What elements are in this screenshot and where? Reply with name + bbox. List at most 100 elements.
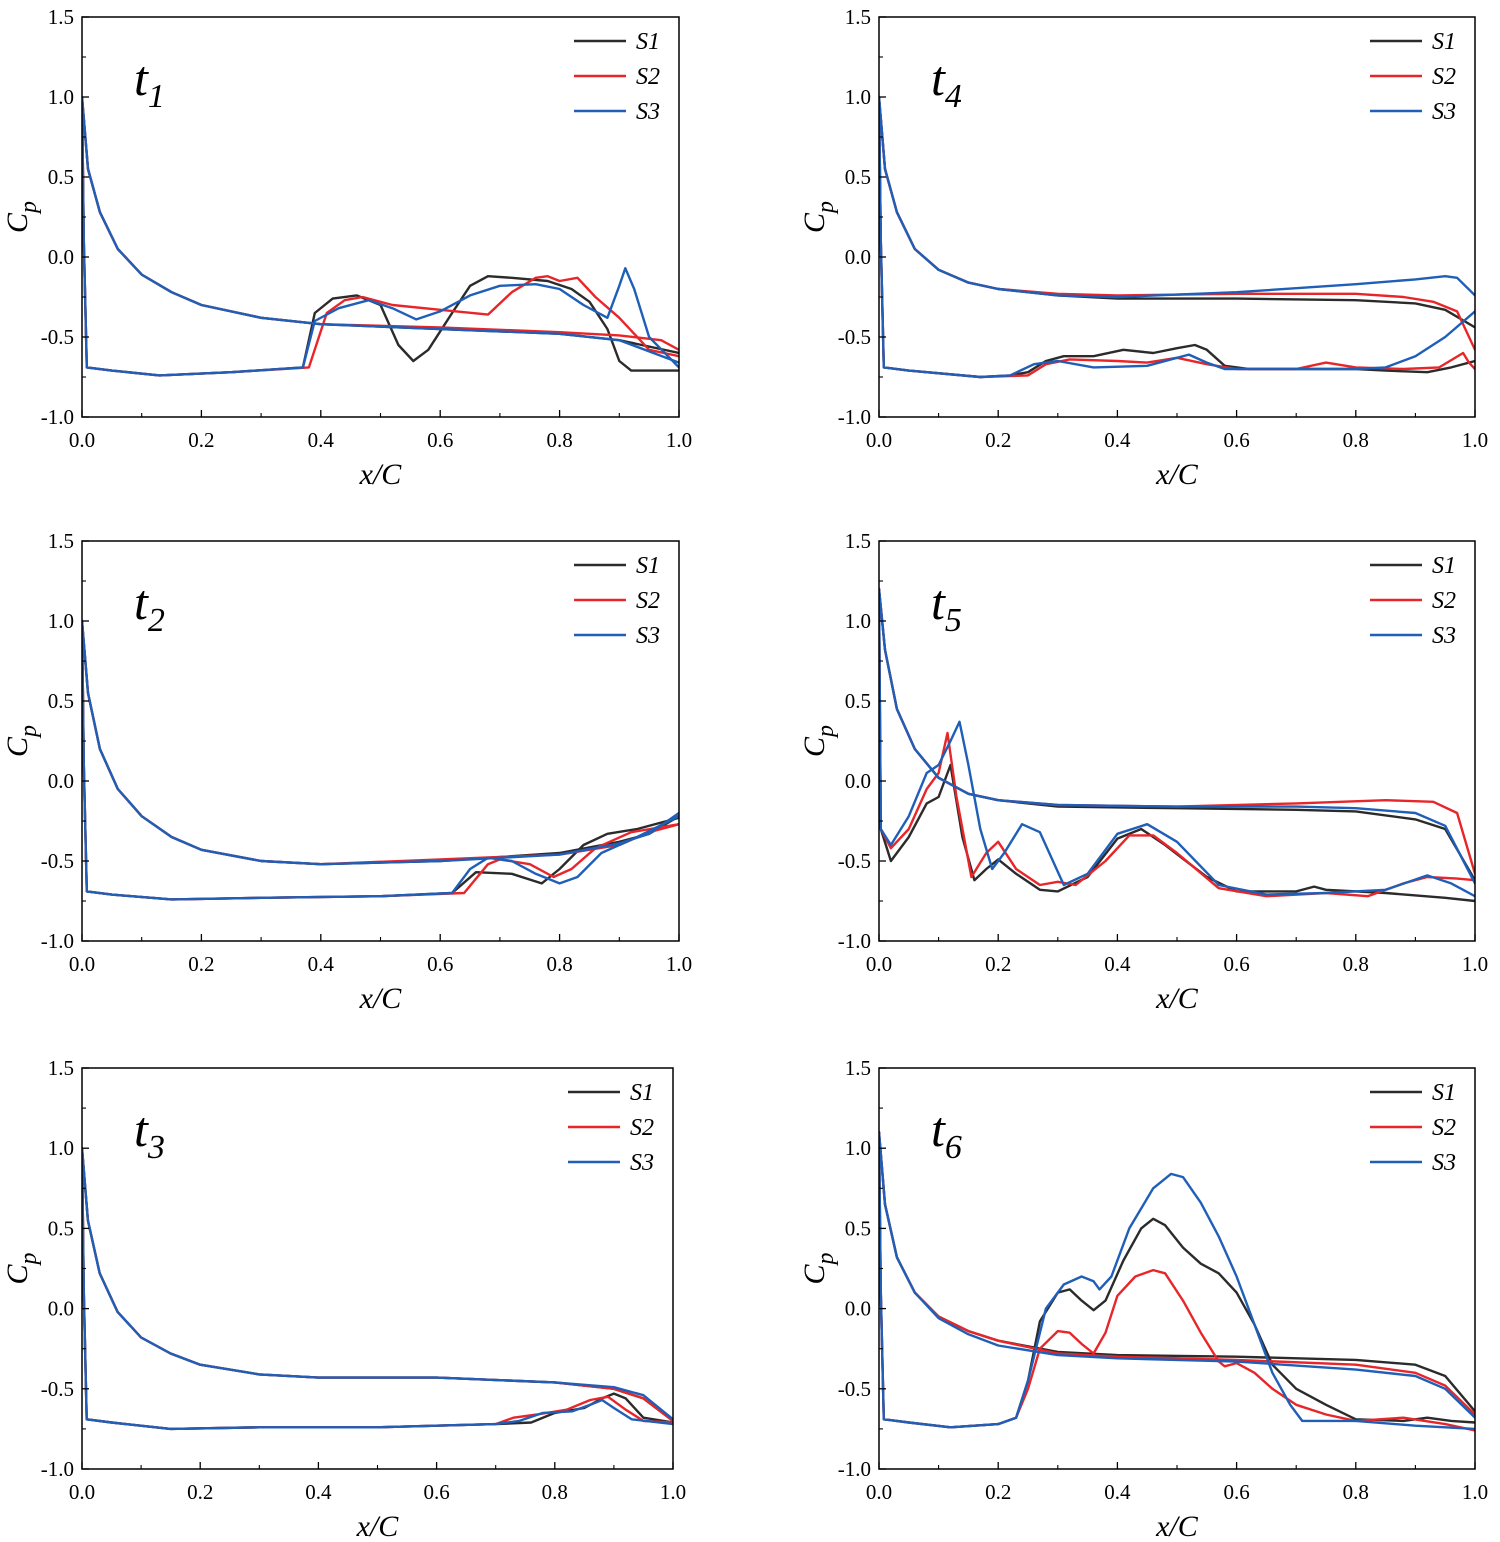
- y-tick-label: 1.5: [48, 5, 74, 29]
- x-tick-label: 0.8: [1343, 1480, 1369, 1504]
- y-tick-label: 0.0: [845, 769, 871, 793]
- y-tick-label: 0.5: [48, 1216, 74, 1240]
- y-tick-label: 0.0: [845, 245, 871, 269]
- y-tick-label: 1.0: [48, 1136, 74, 1160]
- y-tick-label: -1.0: [41, 929, 74, 953]
- x-axis-title: x/C: [359, 982, 403, 1015]
- x-tick-label: 1.0: [660, 1480, 686, 1504]
- x-tick-label: 0.0: [866, 428, 892, 452]
- x-tick-label: 0.4: [1104, 952, 1131, 976]
- panel-label: t6: [931, 1101, 962, 1166]
- series-S3-upper-line: [879, 587, 1475, 885]
- y-tick-label: 1.0: [845, 609, 871, 633]
- x-tick-label: 0.6: [1223, 428, 1249, 452]
- panel-label: t3: [134, 1101, 165, 1166]
- y-tick-label: 0.0: [48, 769, 74, 793]
- legend-label-S2: S2: [1432, 1115, 1456, 1141]
- panel-t6: 0.0 0.2 0.4 0.6 0.8 1.0 -1.0 -0.5 0.0 0.5 1.0 1.5 x/…: [798, 1056, 1488, 1542]
- series-S1-lower-line: [879, 587, 1475, 903]
- legend-label-S3: S3: [1432, 1150, 1456, 1176]
- y-tick-label: 0.5: [845, 165, 871, 189]
- legend-label-S1: S1: [636, 553, 660, 579]
- y-axis-title: Cp: [1, 201, 42, 233]
- plot-area: [82, 619, 679, 901]
- legend-label-S2: S2: [1432, 588, 1456, 614]
- series-S2-upper-line: [82, 1147, 673, 1423]
- x-tick-label: 0.8: [546, 428, 572, 452]
- x-tick-label: 0.8: [1343, 428, 1369, 452]
- y-tick-label: -0.5: [838, 1377, 871, 1401]
- panel-label: t5: [931, 574, 962, 639]
- x-axis-title: x/C: [1155, 458, 1199, 491]
- x-tick-label: 0.4: [1104, 428, 1131, 452]
- y-axis-title: Cp: [798, 1252, 839, 1284]
- plot-area: [879, 1131, 1475, 1432]
- y-axis-title: Cp: [1, 1252, 42, 1284]
- x-tick-label: 0.6: [423, 1480, 449, 1504]
- x-tick-label: 0.2: [985, 952, 1011, 976]
- x-tick-label: 0.8: [1343, 952, 1369, 976]
- x-tick-label: 1.0: [666, 952, 692, 976]
- x-tick-label: 0.8: [542, 1480, 568, 1504]
- x-tick-label: 0.4: [308, 428, 335, 452]
- legend: S1 S2 S3: [568, 1080, 654, 1176]
- plot-area: [879, 95, 1475, 379]
- x-tick-label: 0.2: [985, 1480, 1011, 1504]
- plot-area: [82, 95, 679, 377]
- y-tick-label: 0.5: [845, 1216, 871, 1240]
- panel-label: t1: [134, 50, 165, 115]
- legend-label-S3: S3: [630, 1150, 654, 1176]
- x-tick-label: 0.0: [866, 952, 892, 976]
- y-tick-label: 0.0: [48, 245, 74, 269]
- y-tick-label: 1.5: [48, 1056, 74, 1080]
- x-tick-label: 0.4: [308, 952, 335, 976]
- legend-label-S2: S2: [636, 64, 660, 90]
- y-tick-label: 0.5: [48, 165, 74, 189]
- x-tick-label: 0.0: [69, 428, 95, 452]
- series-S3-lower-line: [82, 619, 679, 901]
- legend: S1 S2 S3: [574, 29, 660, 125]
- legend-label-S3: S3: [1432, 99, 1456, 125]
- series-S1-upper-line: [82, 619, 679, 866]
- panel-label: t4: [931, 50, 962, 115]
- y-tick-label: -1.0: [838, 929, 871, 953]
- y-tick-label: -1.0: [41, 405, 74, 429]
- panel-t4: 0.0 0.2 0.4 0.6 0.8 1.0 -1.0 -0.5 0.0 0.5 1.0 1.5 x/…: [798, 5, 1488, 491]
- x-tick-label: 0.6: [1223, 1480, 1249, 1504]
- y-tick-label: 1.5: [48, 529, 74, 553]
- panel-label: t2: [134, 574, 165, 639]
- series-S1-lower-line: [879, 95, 1475, 379]
- series-S2-lower-line: [879, 95, 1475, 379]
- x-tick-label: 1.0: [1462, 428, 1488, 452]
- y-tick-label: -0.5: [838, 325, 871, 349]
- legend: S1 S2 S3: [1370, 553, 1456, 649]
- x-tick-label: 1.0: [666, 428, 692, 452]
- y-tick-label: 0.5: [48, 689, 74, 713]
- plot-area: [82, 1147, 673, 1431]
- y-tick-label: 0.0: [845, 1297, 871, 1321]
- y-tick-label: -0.5: [838, 849, 871, 873]
- x-tick-label: 0.6: [427, 952, 453, 976]
- x-tick-label: 1.0: [1462, 1480, 1488, 1504]
- y-axis-title: Cp: [798, 201, 839, 233]
- series-S1-lower-line: [82, 619, 679, 901]
- legend-label-S1: S1: [636, 29, 660, 55]
- series-S3-upper-line: [879, 95, 1475, 299]
- panel-t1: 0.0 0.2 0.4 0.6 0.8 1.0 -1.0 -0.5 0.0 0.5 1.0 1.5 x/…: [1, 5, 692, 491]
- panel-t2: 0.0 0.2 0.4 0.6 0.8 1.0 -1.0 -0.5 0.0 0.5 1.0 1.5 x/…: [1, 529, 692, 1015]
- legend-label-S2: S2: [636, 588, 660, 614]
- y-tick-label: 0.5: [845, 689, 871, 713]
- series-S3-upper-line: [82, 95, 679, 364]
- x-tick-label: 0.0: [69, 1480, 95, 1504]
- x-tick-label: 0.6: [427, 428, 453, 452]
- y-tick-label: 1.5: [845, 529, 871, 553]
- y-tick-label: 0.0: [48, 1297, 74, 1321]
- x-tick-label: 0.8: [546, 952, 572, 976]
- series-S1-upper-line: [82, 1147, 673, 1423]
- y-tick-label: 1.0: [48, 85, 74, 109]
- y-tick-label: -0.5: [41, 849, 74, 873]
- series-S2-lower-line: [879, 587, 1475, 898]
- legend: S1 S2 S3: [1370, 29, 1456, 125]
- x-axis-title: x/C: [356, 1510, 400, 1542]
